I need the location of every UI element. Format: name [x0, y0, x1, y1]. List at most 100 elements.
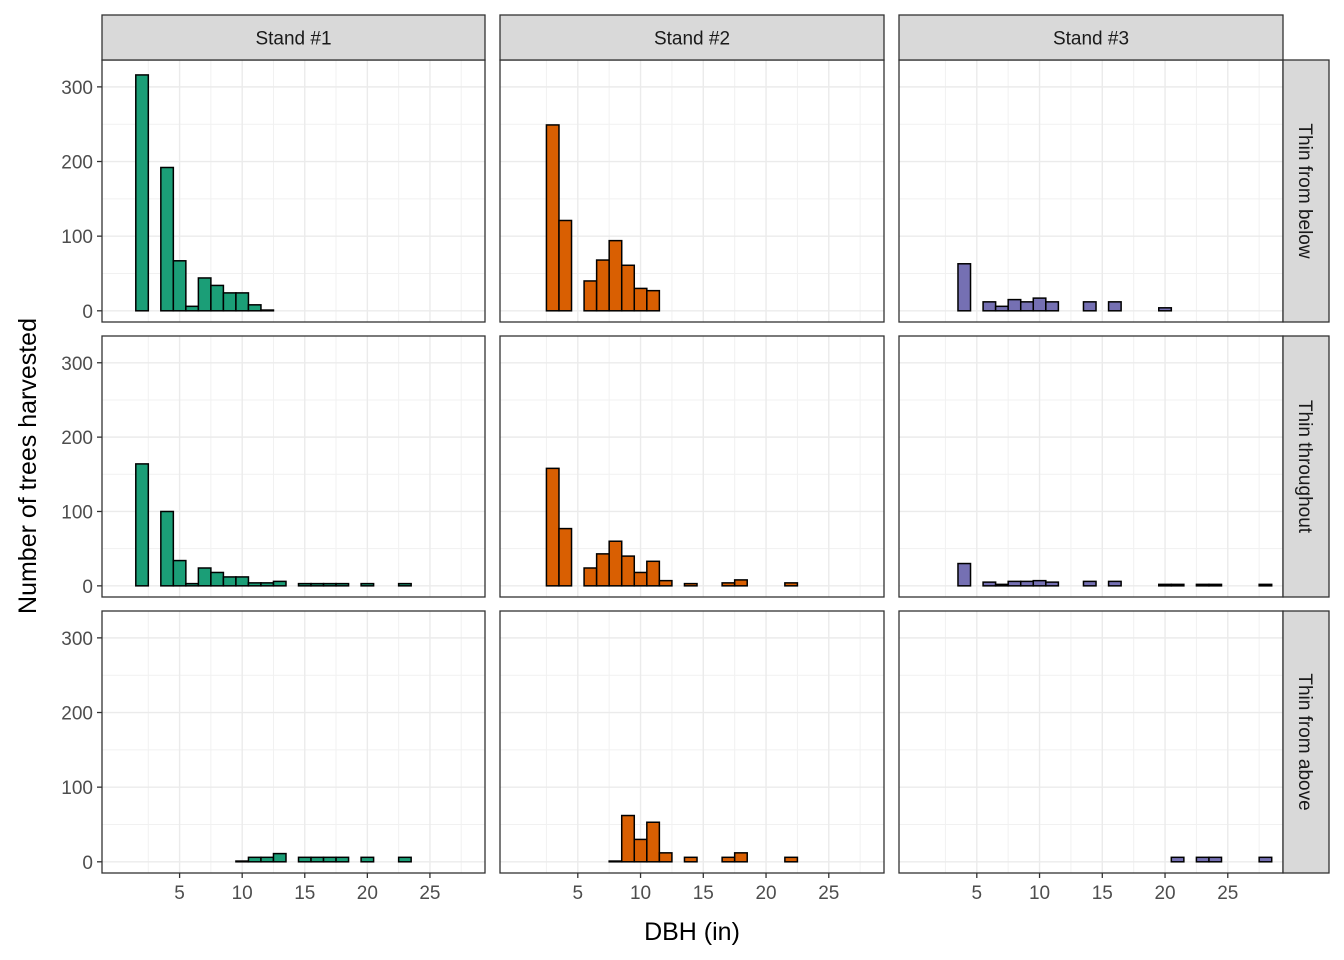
bar-stand-2-thin-throughout-dbh-22: [784, 582, 799, 587]
bar-stand-3-thin-from-below-dbh-6: [982, 301, 997, 312]
bar-stand-1-thin-from-below-dbh-12: [260, 309, 275, 312]
x-tick-label: 15: [693, 883, 714, 904]
bar-stand-2-thin-from-above-dbh-14: [683, 856, 698, 863]
x-tick-label: 25: [419, 883, 440, 904]
x-axis-title: DBH (in): [644, 918, 740, 946]
bar-stand-2-thin-throughout-dbh-14: [683, 582, 698, 587]
bar-stand-1-thin-throughout-dbh-9: [222, 576, 237, 587]
bar-stand-3-thin-from-below-dbh-8: [1007, 298, 1022, 312]
bar-stand-3-thin-throughout-dbh-7: [994, 583, 1009, 587]
gridlines: [102, 60, 1283, 873]
strip-thin-from-above: [1282, 610, 1330, 874]
bar-stand-1-thin-throughout-dbh-4: [160, 510, 175, 587]
bar-stand-3-thin-throughout-dbh-10: [1032, 579, 1047, 587]
y-tick-label: 300: [61, 78, 93, 99]
panel-border: [101, 335, 486, 598]
facet-strips: Stand #1 Stand #2 Stand #3 Thin from below T…: [101, 14, 1330, 874]
bar-stand-2-thin-from-below-dbh-10: [633, 287, 648, 312]
bar-stand-1-thin-throughout-dbh-18: [335, 582, 350, 587]
bar-stand-3-thin-from-above-dbh-23: [1195, 856, 1210, 863]
bar-stand-1-thin-from-above-dbh-18: [335, 856, 350, 863]
bar-stand-2-thin-from-above-dbh-22: [784, 856, 799, 863]
bar-stand-2-thin-from-above-dbh-9: [620, 814, 636, 863]
bar-stand-2-thin-from-below-dbh-6: [583, 280, 598, 312]
panel-background: [102, 60, 485, 322]
panel-background: [102, 336, 485, 597]
bar-stand-3-thin-from-below-dbh-11: [1045, 301, 1060, 312]
x-tick-label: 15: [1092, 883, 1113, 904]
bar-stand-3-thin-from-above-dbh-24: [1208, 856, 1223, 863]
bar-stand-3-thin-throughout-dbh-11: [1045, 581, 1060, 587]
x-tick-label: 10: [1029, 883, 1050, 904]
bar-stand-1-thin-throughout-dbh-10: [235, 576, 250, 587]
bar-stand-2-thin-from-below-dbh-7: [595, 259, 610, 312]
bar-stand-2-thin-from-below-dbh-9: [620, 264, 636, 312]
bar-stand-2-thin-from-above-dbh-18: [733, 852, 748, 863]
bar-stand-3-thin-from-below-dbh-16: [1107, 301, 1122, 312]
bar-stand-1-thin-from-above-dbh-15: [297, 856, 312, 863]
bar-stand-3-thin-throughout-dbh-8: [1007, 580, 1022, 587]
bar-stand-2-thin-from-below-dbh-11: [646, 289, 661, 312]
bar-stand-2-thin-throughout-dbh-17: [721, 582, 736, 587]
bar-stand-2-thin-throughout-dbh-4: [558, 527, 573, 587]
axis-ticks: 0 100 200 300 0 100 200 300 0 100 200 300 5 10 15 20 25 5…: [61, 78, 1238, 904]
x-tick-label: 10: [630, 883, 651, 904]
strip-label-stand-3: Stand #3: [1053, 29, 1129, 50]
bar-stand-1-thin-from-below-dbh-9: [222, 292, 237, 312]
bar-stand-2-thin-throughout-dbh-6: [583, 567, 598, 587]
panel-background: [899, 611, 1283, 873]
y-tick-label: 300: [61, 354, 93, 375]
bar-stand-3-thin-from-above-dbh-28: [1258, 856, 1273, 863]
bar-stand-1-thin-throughout-dbh-13: [272, 580, 287, 587]
panel-border: [499, 610, 885, 874]
bar-stand-1-thin-from-below-dbh-6: [185, 305, 200, 312]
strip-label-thin-throughout: Thin throughout: [1294, 400, 1315, 534]
y-tick-label: 200: [61, 153, 93, 174]
bar-stand-2-thin-from-below-dbh-4: [558, 219, 573, 312]
strip-label-thin-from-above: Thin from above: [1294, 673, 1315, 810]
panel-background: [500, 611, 884, 873]
y-tick-label: 300: [61, 629, 93, 650]
bar-stand-1-thin-from-below-dbh-11: [247, 304, 262, 312]
bar-stand-2-thin-from-above-dbh-17: [721, 856, 736, 863]
bar-stand-1-thin-throughout-dbh-15: [297, 582, 312, 587]
strip-thin-from-below: [1282, 59, 1330, 323]
bar-stand-3-thin-from-below-dbh-14: [1082, 301, 1097, 312]
bar-stand-1-thin-throughout-dbh-5: [172, 559, 187, 587]
bar-stand-1-thin-throughout-dbh-12: [260, 582, 275, 587]
x-tick-label: 5: [174, 883, 185, 904]
bar-stand-1-thin-throughout-dbh-6: [185, 582, 200, 587]
panel-backgrounds: [102, 60, 1283, 873]
y-tick-label: 0: [82, 853, 93, 874]
bar-stand-3-thin-from-below-dbh-4: [957, 263, 972, 312]
bar-stand-3-thin-throughout-dbh-16: [1107, 580, 1122, 587]
bar-stand-3-thin-throughout-dbh-6: [982, 581, 997, 587]
bar-stand-3-thin-throughout-dbh-20: [1158, 583, 1173, 587]
bar-stand-1-thin-throughout-dbh-7: [197, 567, 212, 587]
bar-stand-1-thin-from-above-dbh-10: [235, 860, 250, 863]
x-tick-label: 20: [1154, 883, 1175, 904]
bar-stand-3-thin-throughout-dbh-21: [1170, 583, 1185, 587]
panel-background: [102, 611, 485, 873]
bar-stand-3-thin-throughout-dbh-4: [957, 562, 972, 587]
bar-stand-1-thin-throughout-dbh-17: [322, 582, 337, 587]
strip-label-stand-2: Stand #2: [654, 29, 730, 50]
bar-stand-1-thin-throughout-dbh-20: [360, 582, 375, 587]
bar-stand-1-thin-from-below-dbh-2: [135, 74, 150, 312]
bar-stand-2-thin-throughout-dbh-7: [595, 553, 610, 587]
bar-stand-3-thin-throughout-dbh-9: [1019, 580, 1035, 587]
panel-border: [499, 335, 885, 598]
x-tick-label: 5: [972, 883, 983, 904]
strip-stand-1: [101, 14, 486, 61]
bar-stand-1-thin-from-below-dbh-10: [235, 292, 250, 312]
bar-stand-3-thin-from-below-dbh-20: [1158, 307, 1173, 312]
bars: [135, 74, 1273, 863]
bar-stand-1-thin-from-above-dbh-16: [310, 856, 325, 863]
y-tick-label: 0: [82, 577, 93, 598]
x-tick-label: 25: [818, 883, 839, 904]
bar-stand-2-thin-from-above-dbh-8: [608, 860, 623, 863]
x-tick-label: 15: [294, 883, 315, 904]
bar-stand-3-thin-throughout-dbh-28: [1258, 583, 1273, 587]
y-tick-label: 200: [61, 704, 93, 725]
